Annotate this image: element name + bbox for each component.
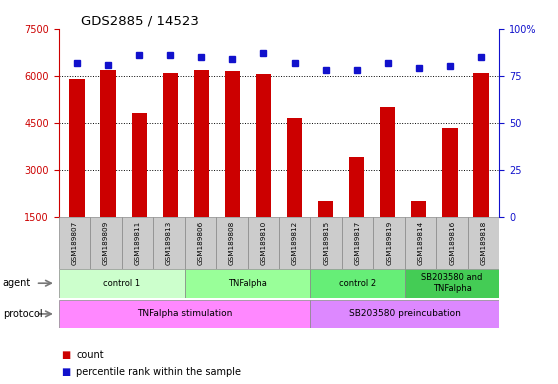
Text: GSM189812: GSM189812 xyxy=(292,221,298,265)
Bar xyxy=(279,217,310,269)
Text: GSM189819: GSM189819 xyxy=(386,221,392,265)
Bar xyxy=(153,217,185,269)
Text: ■: ■ xyxy=(61,350,71,360)
Text: count: count xyxy=(76,350,104,360)
Bar xyxy=(69,79,85,264)
Text: control 2: control 2 xyxy=(339,279,376,288)
Bar xyxy=(90,217,122,269)
Bar xyxy=(122,217,153,269)
Text: TNFalpha stimulation: TNFalpha stimulation xyxy=(137,310,232,318)
Text: control 1: control 1 xyxy=(103,279,140,288)
Text: GSM189809: GSM189809 xyxy=(103,221,109,265)
Text: GSM189807: GSM189807 xyxy=(71,221,78,265)
Bar xyxy=(442,127,458,264)
Bar xyxy=(185,217,216,269)
Bar xyxy=(100,70,116,264)
Bar xyxy=(225,71,240,264)
Bar xyxy=(310,300,499,328)
Text: GSM189815: GSM189815 xyxy=(323,221,329,265)
Text: TNFalpha: TNFalpha xyxy=(228,279,267,288)
Bar xyxy=(349,157,364,264)
Text: percentile rank within the sample: percentile rank within the sample xyxy=(76,367,242,377)
Bar xyxy=(436,217,468,269)
Bar xyxy=(380,107,396,264)
Bar xyxy=(342,217,373,269)
Bar xyxy=(310,217,342,269)
Text: GSM189811: GSM189811 xyxy=(134,221,140,265)
Text: GSM189817: GSM189817 xyxy=(355,221,360,265)
Bar xyxy=(59,300,310,328)
Bar xyxy=(310,269,405,298)
Bar xyxy=(162,73,178,264)
Bar xyxy=(287,118,302,264)
Text: protocol: protocol xyxy=(3,309,42,319)
Bar xyxy=(473,73,489,264)
Text: GSM189818: GSM189818 xyxy=(480,221,487,265)
Bar xyxy=(248,217,279,269)
Text: GDS2885 / 14523: GDS2885 / 14523 xyxy=(80,15,199,28)
Bar xyxy=(405,269,499,298)
Bar xyxy=(194,70,209,264)
Bar xyxy=(185,269,310,298)
Text: GSM189816: GSM189816 xyxy=(449,221,455,265)
Text: SB203580 preincubation: SB203580 preincubation xyxy=(349,310,461,318)
Bar xyxy=(411,201,426,264)
Bar xyxy=(256,74,271,264)
Bar xyxy=(318,201,333,264)
Bar xyxy=(468,217,499,269)
Text: GSM189808: GSM189808 xyxy=(229,221,235,265)
Text: GSM189806: GSM189806 xyxy=(198,221,203,265)
Bar xyxy=(405,217,436,269)
Bar xyxy=(373,217,405,269)
Bar xyxy=(132,114,147,264)
Bar xyxy=(59,269,185,298)
Text: SB203580 and
TNFalpha: SB203580 and TNFalpha xyxy=(421,273,483,293)
Text: GSM189810: GSM189810 xyxy=(260,221,266,265)
Text: GSM189814: GSM189814 xyxy=(418,221,424,265)
Bar xyxy=(59,217,90,269)
Text: GSM189813: GSM189813 xyxy=(166,221,172,265)
Bar xyxy=(216,217,248,269)
Text: ■: ■ xyxy=(61,367,71,377)
Text: agent: agent xyxy=(3,278,31,288)
